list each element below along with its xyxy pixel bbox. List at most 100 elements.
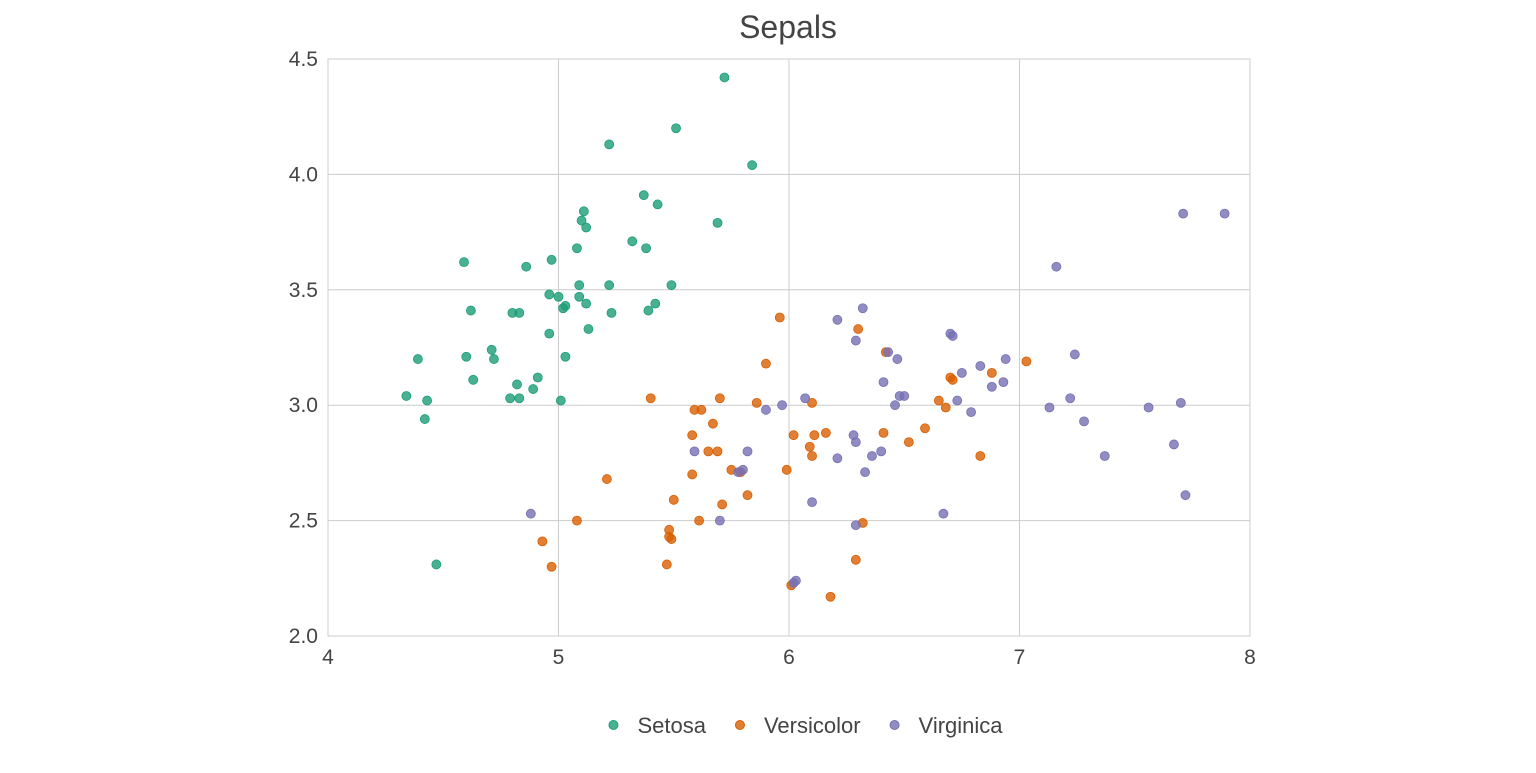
data-point-setosa <box>604 280 615 291</box>
data-point-setosa <box>553 291 564 302</box>
data-point-virginica <box>850 437 861 448</box>
data-point-versicolor <box>975 451 986 461</box>
data-point-setosa <box>555 395 566 406</box>
series-setosa <box>401 72 758 570</box>
data-point-virginica <box>867 451 877 461</box>
data-point-setosa <box>578 206 589 217</box>
x-tick-label: 6 <box>783 646 795 669</box>
data-point-versicolor <box>986 367 997 378</box>
x-tick-label: 8 <box>1244 646 1256 669</box>
data-point-setosa <box>486 344 497 355</box>
legend-item-virginica[interactable]: Virginica <box>889 713 1003 738</box>
data-point-virginica <box>892 354 903 364</box>
x-tick-label: 7 <box>1014 646 1026 669</box>
data-point-virginica <box>1169 439 1179 450</box>
data-point-virginica <box>850 520 861 531</box>
plot-frame <box>327 58 1251 637</box>
data-points <box>401 72 1230 602</box>
data-point-setosa <box>747 160 758 171</box>
data-point-virginica <box>1143 402 1154 413</box>
data-point-versicolor <box>774 312 785 323</box>
data-point-setosa <box>544 289 555 300</box>
data-point-setosa <box>532 372 543 383</box>
y-tick-label: 3.5 <box>289 279 318 302</box>
data-point-versicolor <box>687 430 698 441</box>
legend-item-versicolor[interactable]: Versicolor <box>734 713 861 738</box>
data-point-setosa <box>574 291 585 302</box>
data-point-setosa <box>507 307 518 318</box>
x-tick-label: 5 <box>553 646 565 669</box>
data-point-versicolor <box>712 446 723 457</box>
data-point-versicolor <box>694 515 705 526</box>
legend-label: Versicolor <box>764 713 861 738</box>
data-point-virginica <box>986 381 997 392</box>
data-point-versicolor <box>1021 356 1032 367</box>
series-versicolor <box>537 312 1032 602</box>
data-point-setosa <box>583 324 594 334</box>
data-point-versicolor <box>602 474 612 484</box>
data-point-virginica <box>998 377 1009 388</box>
series-virginica <box>525 208 1230 588</box>
x-tick-label: 4 <box>322 646 334 669</box>
data-point-setosa <box>544 328 555 339</box>
data-point-setosa <box>641 243 651 254</box>
y-tick-label: 2.5 <box>289 510 318 533</box>
data-point-setosa <box>581 298 592 309</box>
data-point-virginica <box>733 467 744 478</box>
data-point-setosa <box>419 414 430 424</box>
data-point-virginica <box>1044 402 1055 413</box>
legend-item-setosa[interactable]: Setosa <box>608 713 707 738</box>
data-point-setosa <box>574 280 585 291</box>
data-point-versicolor <box>696 404 707 415</box>
data-point-versicolor <box>751 397 762 408</box>
data-point-virginica <box>1180 490 1191 501</box>
data-point-versicolor <box>903 437 914 448</box>
data-point-virginica <box>832 314 843 325</box>
data-point-setosa <box>459 257 469 268</box>
y-tick-label: 4.0 <box>289 163 318 186</box>
data-point-setosa <box>461 351 472 362</box>
chart-title: Sepals <box>739 9 837 45</box>
data-point-setosa <box>719 72 730 83</box>
data-point-setosa <box>643 305 654 316</box>
data-point-virginica <box>1051 261 1062 272</box>
data-point-setosa <box>489 354 499 364</box>
data-point-versicolor <box>804 441 815 452</box>
data-point-versicolor <box>714 393 725 404</box>
data-point-setosa <box>576 215 587 226</box>
data-point-setosa <box>666 280 677 291</box>
data-point-setosa <box>652 199 663 210</box>
data-point-versicolor <box>703 446 714 457</box>
data-point-setosa <box>572 243 582 254</box>
y-axis-tick-labels: 2.0 2.5 3.0 3.5 4.0 4.5 <box>289 48 318 648</box>
data-point-virginica <box>1175 397 1186 408</box>
data-point-setosa <box>604 139 615 150</box>
data-point-setosa <box>627 236 638 247</box>
data-point-versicolor <box>546 561 557 572</box>
data-point-virginica <box>1099 451 1110 461</box>
data-point-setosa <box>650 298 661 309</box>
data-point-versicolor <box>807 397 817 408</box>
data-point-virginica <box>1065 393 1076 404</box>
data-point-setosa <box>638 190 649 201</box>
data-point-virginica <box>966 407 976 418</box>
data-point-virginica <box>832 453 843 464</box>
data-point-setosa <box>422 395 433 406</box>
data-point-versicolor <box>807 451 817 461</box>
data-point-versicolor <box>809 430 820 441</box>
data-point-setosa <box>401 391 412 401</box>
data-point-versicolor <box>687 469 698 480</box>
data-point-virginica <box>876 446 887 457</box>
data-point-versicolor <box>645 393 656 404</box>
data-point-versicolor <box>537 536 548 547</box>
data-point-versicolor <box>933 395 944 406</box>
data-point-versicolor <box>788 430 799 441</box>
data-point-setosa <box>466 305 476 316</box>
data-point-versicolor <box>666 534 677 544</box>
data-point-versicolor <box>661 559 672 570</box>
data-point-versicolor <box>717 499 728 510</box>
data-point-versicolor <box>572 515 582 526</box>
data-point-setosa <box>528 384 539 394</box>
data-point-virginica <box>850 335 861 346</box>
